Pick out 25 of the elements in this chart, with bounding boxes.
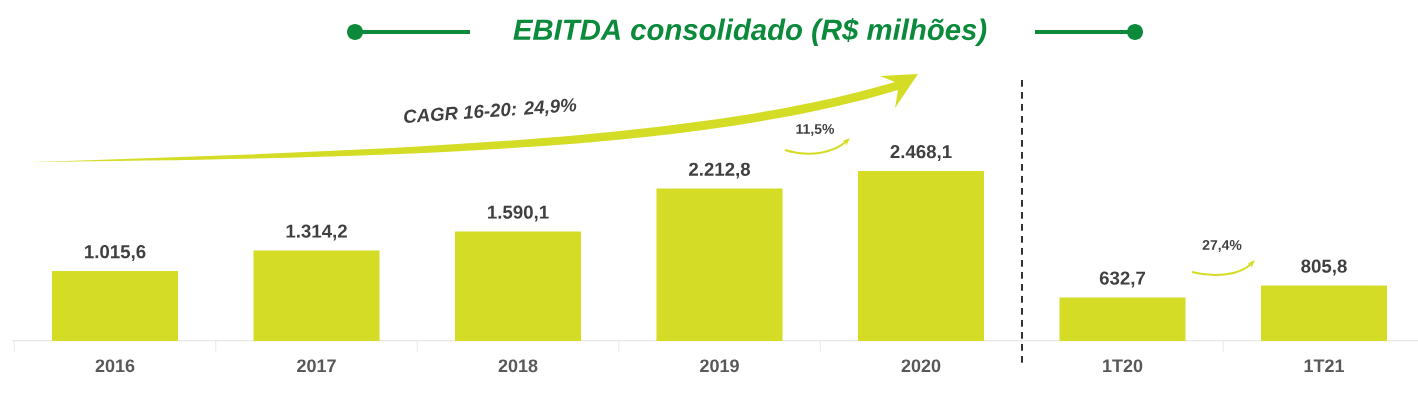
x-tick-label: 2017 [297,359,336,373]
x-tick-label: 1T21 [1304,359,1345,372]
chart-title: EBITDA consolidado (R$ milhões) [513,18,987,46]
bar [1059,297,1186,341]
x-tick-label: 2019 [700,359,739,373]
data-label: 632,7 [1099,271,1146,288]
bar [858,171,985,341]
data-label: 1.314,2 [286,224,347,241]
data-label: 1.590,1 [488,205,549,222]
bar [253,250,380,341]
text: 11,5% [796,124,835,136]
bar [1261,285,1387,341]
annotation: 27,4% [1202,240,1242,252]
x-tick-label: 1T20 [1103,359,1143,373]
data-label: 2.468,1 [890,145,952,161]
bar [656,188,783,341]
bar [52,271,179,341]
data-label: 1.015,6 [85,245,146,262]
x-tick-label: 2018 [498,359,538,373]
x-tick-label: 2020 [901,359,941,373]
x-tick-label: 2016 [95,359,135,373]
text: CAGR 16-20: 24,9% [404,98,577,123]
bar [455,231,582,341]
data-label: 805,8 [1301,259,1347,276]
data-label: 2.212,8 [689,162,751,179]
